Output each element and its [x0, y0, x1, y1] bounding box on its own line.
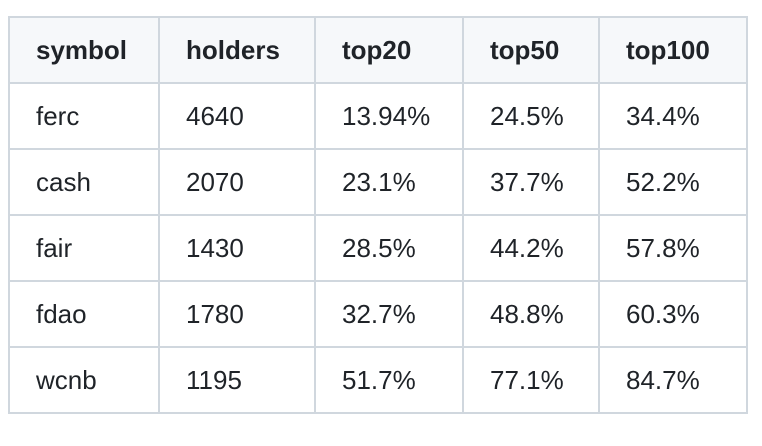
cell-symbol: ferc — [8, 82, 160, 150]
header-top100: top100 — [598, 16, 748, 84]
table-row: fair 1430 28.5% 44.2% 57.8% — [8, 214, 748, 282]
cell-top50: 37.7% — [462, 148, 600, 216]
cell-top100: 60.3% — [598, 280, 748, 348]
cell-top50: 44.2% — [462, 214, 600, 282]
cell-top100: 34.4% — [598, 82, 748, 150]
cell-holders: 1780 — [158, 280, 316, 348]
cell-symbol: wcnb — [8, 346, 160, 414]
cell-top20: 13.94% — [314, 82, 464, 150]
header-row: symbol holders top20 top50 top100 — [8, 16, 748, 84]
cell-top100: 84.7% — [598, 346, 748, 414]
cell-top50: 24.5% — [462, 82, 600, 150]
table-container: symbol holders top20 top50 top100 ferc 4… — [8, 16, 748, 414]
table-header: symbol holders top20 top50 top100 — [8, 16, 748, 84]
cell-top20: 23.1% — [314, 148, 464, 216]
header-symbol: symbol — [8, 16, 160, 84]
table-row: cash 2070 23.1% 37.7% 52.2% — [8, 148, 748, 216]
header-top20: top20 — [314, 16, 464, 84]
cell-top100: 57.8% — [598, 214, 748, 282]
cell-holders: 4640 — [158, 82, 316, 150]
table-row: wcnb 1195 51.7% 77.1% 84.7% — [8, 346, 748, 414]
cell-symbol: cash — [8, 148, 160, 216]
cell-holders: 1430 — [158, 214, 316, 282]
cell-top50: 48.8% — [462, 280, 600, 348]
cell-top50: 77.1% — [462, 346, 600, 414]
table-row: fdao 1780 32.7% 48.8% 60.3% — [8, 280, 748, 348]
holders-table: symbol holders top20 top50 top100 ferc 4… — [8, 16, 748, 414]
cell-top20: 28.5% — [314, 214, 464, 282]
cell-symbol: fdao — [8, 280, 160, 348]
table-body: ferc 4640 13.94% 24.5% 34.4% cash 2070 2… — [8, 82, 748, 414]
cell-holders: 1195 — [158, 346, 316, 414]
cell-holders: 2070 — [158, 148, 316, 216]
cell-top20: 32.7% — [314, 280, 464, 348]
header-top50: top50 — [462, 16, 600, 84]
cell-top100: 52.2% — [598, 148, 748, 216]
cell-top20: 51.7% — [314, 346, 464, 414]
table-row: ferc 4640 13.94% 24.5% 34.4% — [8, 82, 748, 150]
header-holders: holders — [158, 16, 316, 84]
cell-symbol: fair — [8, 214, 160, 282]
